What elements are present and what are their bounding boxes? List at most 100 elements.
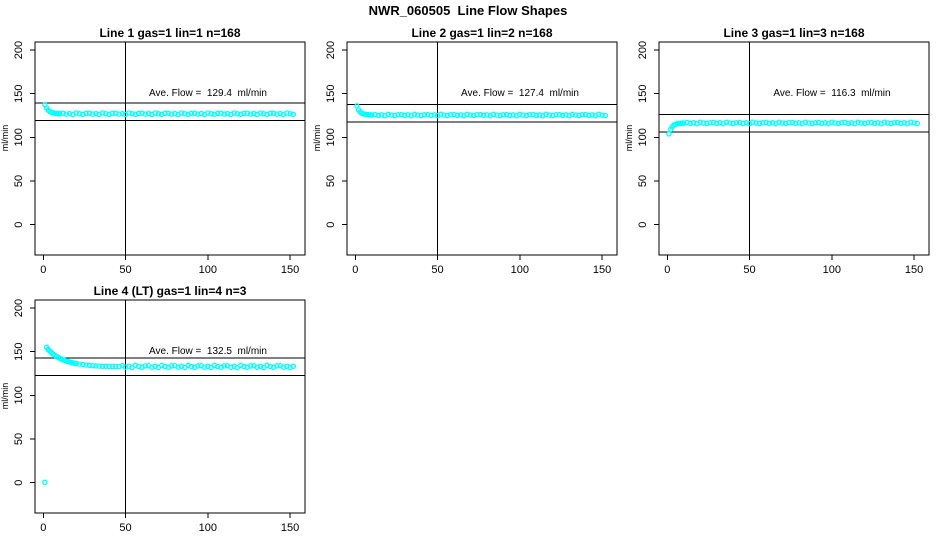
scatter-plot-line-3: 0 50 100 150 0 50 100 150 200 ml/min: [624, 41, 930, 276]
data-point: [244, 110, 251, 116]
x-tick-label: 100: [511, 264, 529, 276]
scatter-plot-line-2: 0 50 100 150 0 50 100 150 200 ml/min: [312, 41, 618, 276]
x-tick-label: 50: [119, 264, 131, 276]
y-tick-label: 50: [325, 175, 337, 187]
data-point: [441, 112, 447, 118]
data-point: [517, 111, 523, 118]
data-point: [736, 119, 743, 126]
data-point: [497, 112, 503, 119]
data-point: [145, 110, 152, 117]
data-point: [503, 111, 510, 118]
data-point: [707, 119, 713, 126]
data-point: [835, 120, 842, 127]
data-point: [290, 363, 297, 370]
data-point: [530, 111, 536, 118]
data-point: [888, 120, 894, 127]
data-point: [740, 120, 746, 127]
data-point: [73, 110, 79, 116]
data-point: [251, 110, 257, 117]
scatter-plot-line-1: 0 50 100 150 0 50 100 150 200 ml/min: [0, 41, 306, 276]
data-point: [132, 111, 139, 118]
y-tick-label: 0: [637, 222, 649, 228]
data-point: [763, 119, 769, 126]
ave-flow-annotation: Ave. Flow = 129.4 ml/min: [149, 88, 267, 99]
data-point: [73, 360, 79, 367]
reference-lines: [35, 42, 305, 255]
data-point: [684, 119, 690, 126]
data-point: [477, 111, 484, 118]
panel-title: Line 4 (LT) gas=1 lin=4 n=3: [93, 284, 247, 298]
data-point: [756, 120, 763, 127]
data-point: [723, 119, 730, 125]
data-point: [112, 110, 119, 116]
data-point: [510, 112, 516, 118]
data-point: [421, 111, 428, 118]
data-point: [563, 112, 569, 118]
data-point: [858, 120, 865, 126]
data-point: [759, 119, 766, 126]
data-point: [158, 111, 165, 118]
data-point: [589, 112, 595, 118]
axes: [654, 41, 930, 260]
data-point: [891, 119, 898, 126]
data-point: [428, 112, 434, 119]
data-point: [188, 363, 195, 370]
reference-lines: [35, 300, 305, 513]
data-point: [687, 120, 694, 127]
data-point: [185, 111, 191, 118]
data-point: [42, 479, 48, 486]
data-point: [211, 111, 218, 118]
data-point: [507, 112, 513, 119]
data-point: [901, 120, 907, 126]
data-point: [221, 111, 228, 117]
data-point: [267, 110, 274, 117]
data-point: [224, 110, 231, 117]
data-point: [142, 363, 149, 369]
x-tick-label: 0: [40, 522, 46, 534]
data-point: [83, 362, 89, 368]
data-point: [871, 120, 878, 127]
data-point: [911, 120, 917, 126]
data-point: [572, 112, 579, 118]
data-point: [152, 110, 158, 116]
data-point: [690, 120, 697, 126]
y-axis-label: ml/min: [0, 125, 10, 152]
data-point: [776, 119, 782, 125]
data-point: [162, 110, 168, 117]
data-point: [431, 112, 438, 118]
data-point: [231, 110, 237, 116]
data-point: [467, 112, 474, 118]
data-point: [815, 119, 822, 126]
data-point: [523, 112, 530, 119]
x-tick-label: 50: [119, 522, 131, 534]
data-point: [832, 120, 838, 126]
data-point: [812, 119, 819, 126]
data-point: [388, 112, 395, 118]
data-point: [155, 111, 162, 117]
data-point: [284, 110, 290, 116]
data-point: [385, 111, 391, 118]
data-point: [257, 110, 264, 116]
data-point: [205, 110, 211, 116]
data-point: [809, 120, 815, 127]
data-point: [142, 111, 149, 117]
data-point: [274, 363, 280, 369]
data-point: [270, 110, 277, 116]
data-point: [168, 363, 175, 369]
data-point: [247, 363, 254, 369]
data-point: [789, 119, 796, 126]
x-tick-label: 150: [905, 264, 923, 276]
data-point: [786, 119, 792, 126]
data-point: [96, 363, 102, 369]
data-point: [60, 110, 66, 116]
data-point: [260, 111, 267, 117]
data-point: [596, 111, 602, 118]
data-point: [881, 119, 888, 125]
data-point: [894, 119, 901, 126]
axes: [30, 41, 306, 260]
data-point: [99, 110, 106, 116]
y-axis-label: ml/min: [312, 125, 322, 152]
data-point: [264, 111, 270, 118]
data-point: [868, 119, 875, 126]
